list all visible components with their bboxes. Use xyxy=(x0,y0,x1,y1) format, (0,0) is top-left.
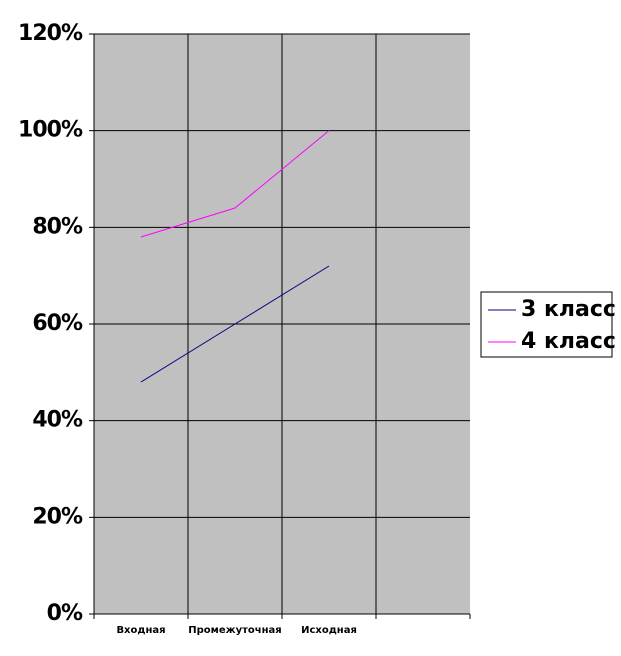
y-tick-label: 100% xyxy=(18,118,83,143)
legend-label: 3 класс xyxy=(521,297,616,322)
series-line xyxy=(140,130,330,238)
x-tick-label: Входная xyxy=(116,625,165,636)
legend-box xyxy=(480,291,613,358)
y-tick-label: 20% xyxy=(32,504,83,529)
y-tick-label: 40% xyxy=(32,408,83,433)
series-line xyxy=(140,265,330,383)
y-tick-label: 60% xyxy=(32,311,83,336)
y-tick-label: 80% xyxy=(32,214,83,239)
legend: 3 класс 4 класс xyxy=(480,291,616,358)
y-tick-label: 0% xyxy=(47,601,83,626)
y-tick-label: 120% xyxy=(18,21,83,46)
legend-label: 4 класс xyxy=(521,329,616,354)
x-tick-label: Исходная xyxy=(301,625,357,636)
x-tick-label: Промежуточная xyxy=(188,625,281,636)
